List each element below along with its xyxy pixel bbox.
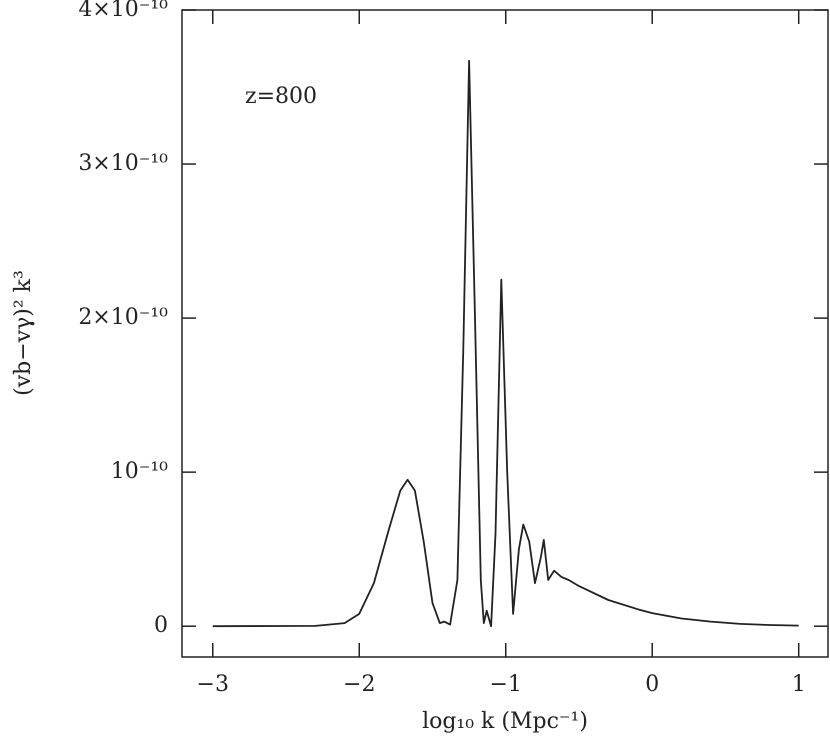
y-tick-label: 0 [154,613,168,638]
y-tick-label: 3×10⁻¹⁰ [78,151,168,176]
y-axis-label: (vb−vγ)² k³ [11,270,36,396]
x-axis-label: log₁₀ k (Mpc⁻¹) [422,709,588,734]
x-tick-label: 0 [645,672,659,697]
y-tick-label: 2×10⁻¹⁰ [78,305,168,330]
data-line [212,59,799,628]
y-tick-label: 4×10⁻¹⁰ [78,0,168,22]
x-tick-label: −2 [343,672,375,697]
x-tick-label: −3 [197,672,229,697]
x-tick-label: −1 [490,672,522,697]
annotation: z=800 [245,84,317,109]
y-tick-label: 10⁻¹⁰ [111,459,168,484]
x-tick-label: 1 [792,672,806,697]
